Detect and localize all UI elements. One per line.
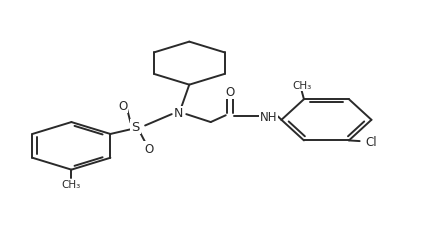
Text: S: S <box>132 121 140 133</box>
Text: Cl: Cl <box>366 135 377 148</box>
Text: O: O <box>118 99 127 112</box>
Text: O: O <box>144 142 153 155</box>
Text: O: O <box>225 86 235 99</box>
Text: CH₃: CH₃ <box>62 180 81 190</box>
Text: NH: NH <box>260 110 277 123</box>
Text: CH₃: CH₃ <box>292 81 311 91</box>
Text: N: N <box>174 107 183 120</box>
